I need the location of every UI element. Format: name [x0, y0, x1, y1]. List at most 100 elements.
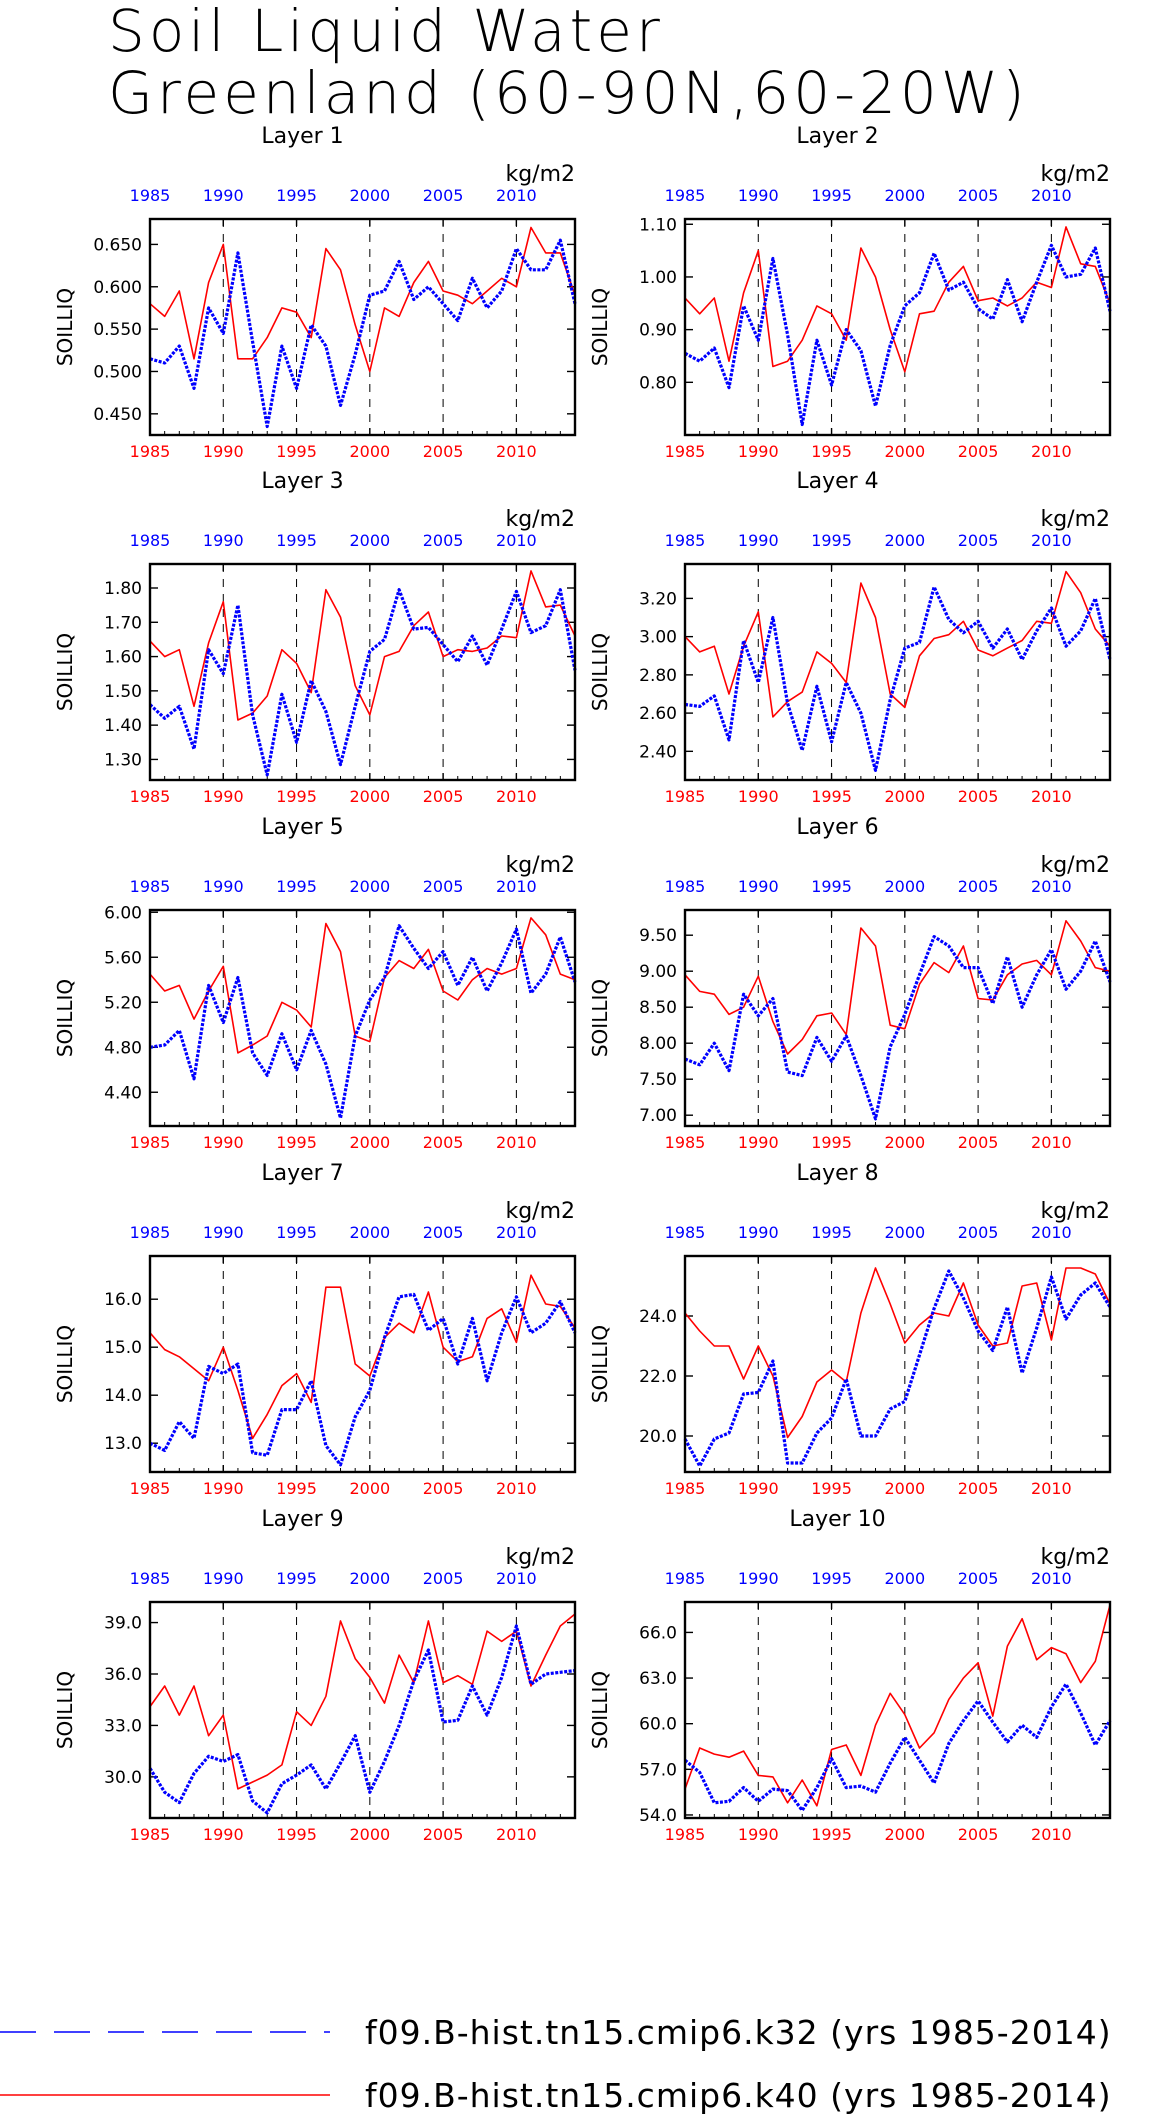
chart-7-series-k40-line — [149, 1274, 576, 1440]
chart-3-ylabel: SOILLIQ — [53, 633, 77, 711]
chart-8-units: kg/m2 — [1040, 1199, 1110, 1224]
chart-2-xtick-label-bottom-1985: 1985 — [665, 442, 706, 461]
chart-7-xtick-label-bottom-1995: 1995 — [276, 1479, 317, 1498]
chart-8-xtick-label-top-2010: 2010 — [1031, 1223, 1072, 1242]
chart-6-title: Layer 6 — [796, 815, 878, 840]
chart-8-xtick-label-top-1990: 1990 — [738, 1223, 779, 1242]
chart-3-series-k40-line — [149, 570, 576, 721]
chart-3-xtick-label-top-1995: 1995 — [276, 531, 317, 550]
chart-4-xtick-label-top-2010: 2010 — [1031, 531, 1072, 550]
chart-8-ytick-label-1: 22.0 — [639, 1367, 677, 1387]
chart-6-ytick-label-1: 7.50 — [639, 1070, 677, 1090]
chart-3-ytick-label-1: 1.40 — [104, 716, 142, 736]
chart-6-xtick-label-bottom-2010: 2010 — [1031, 1133, 1072, 1152]
chart-4-xtick-label-top-1995: 1995 — [811, 531, 852, 550]
chart-9-xtick-label-bottom-2005: 2005 — [423, 1825, 464, 1844]
chart-3-ytick-label-5: 1.80 — [104, 579, 142, 599]
chart-5-xtick-label-bottom-1995: 1995 — [276, 1133, 317, 1152]
chart-4-units: kg/m2 — [1040, 507, 1110, 532]
chart-10-xtick-label-bottom-1985: 1985 — [665, 1825, 706, 1844]
chart-6-xtick-label-bottom-1995: 1995 — [811, 1133, 852, 1152]
chart-4-xtick-label-bottom-2010: 2010 — [1031, 787, 1072, 806]
chart-10-xtick-label-bottom-2000: 2000 — [884, 1825, 925, 1844]
chart-4-ytick-label-2: 2.80 — [639, 666, 677, 686]
chart-10-xtick-label-top-1995: 1995 — [811, 1569, 852, 1588]
chart-8-xtick-label-top-2000: 2000 — [884, 1223, 925, 1242]
chart-10-xtick-label-bottom-2010: 2010 — [1031, 1825, 1072, 1844]
figure-title-line-1: Soil Liquid Water — [108, 0, 664, 65]
chart-5-ytick-label-1: 4.80 — [104, 1038, 142, 1058]
chart-4-xtick-label-bottom-2005: 2005 — [958, 787, 999, 806]
chart-3-xtick-label-bottom-2000: 2000 — [349, 787, 390, 806]
chart-1-xtick-label-top-2010: 2010 — [496, 186, 537, 205]
chart-3-xtick-label-top-1985: 1985 — [130, 531, 171, 550]
chart-8-ytick-label-0: 20.0 — [639, 1427, 677, 1447]
chart-7-xtick-label-bottom-1985: 1985 — [130, 1479, 171, 1498]
chart-6-xtick-label-bottom-1985: 1985 — [665, 1133, 706, 1152]
chart-5-xtick-label-top-2000: 2000 — [349, 877, 390, 896]
chart-7-xtick-label-bottom-2010: 2010 — [496, 1479, 537, 1498]
chart-5-xtick-label-top-1985: 1985 — [130, 877, 171, 896]
chart-3-xtick-label-top-2000: 2000 — [349, 531, 390, 550]
legend-k32-label: f09.B-hist.tn15.cmip6.k32 (yrs 1985-2014… — [365, 2013, 1112, 2052]
chart-6-series-k32-line — [684, 934, 1112, 1121]
chart-1-ytick-label-1: 0.500 — [93, 362, 142, 382]
chart-2-xtick-label-bottom-2010: 2010 — [1031, 442, 1072, 461]
chart-2-xtick-label-top-2010: 2010 — [1031, 186, 1072, 205]
chart-6-xtick-label-top-1995: 1995 — [811, 877, 852, 896]
chart-5-frame — [148, 908, 577, 1128]
chart-3-frame — [148, 562, 577, 782]
chart-10-xtick-label-top-1985: 1985 — [665, 1569, 706, 1588]
chart-9-xtick-label-top-1985: 1985 — [130, 1569, 171, 1588]
chart-5-xtick-label-bottom-2005: 2005 — [423, 1133, 464, 1152]
chart-4-xtick-label-bottom-2000: 2000 — [884, 787, 925, 806]
chart-9-series-k32-line — [148, 1624, 576, 1815]
chart-3-ytick-label-4: 1.70 — [104, 613, 142, 633]
chart-2-xtick-label-top-1990: 1990 — [738, 186, 779, 205]
chart-2-xtick-label-top-1985: 1985 — [665, 186, 706, 205]
chart-6-xtick-label-bottom-1990: 1990 — [738, 1133, 779, 1152]
chart-9-xtick-label-bottom-1985: 1985 — [130, 1825, 171, 1844]
chart-3-ytick-label-0: 1.30 — [104, 750, 142, 770]
figure-title-line-2: Greenland (60-90N,60-20W) — [108, 59, 1029, 127]
chart-6-xtick-label-bottom-2000: 2000 — [884, 1133, 925, 1152]
chart-2-xtick-label-top-2005: 2005 — [958, 186, 999, 205]
chart-9-xtick-label-top-2000: 2000 — [349, 1569, 390, 1588]
chart-7-title: Layer 7 — [261, 1161, 343, 1186]
chart-4-xtick-label-bottom-1990: 1990 — [738, 787, 779, 806]
chart-10-xtick-label-top-1990: 1990 — [738, 1569, 779, 1588]
chart-10-units: kg/m2 — [1040, 1545, 1110, 1570]
chart-2-ytick-label-2: 1.00 — [639, 268, 677, 288]
chart-4-title: Layer 4 — [796, 469, 878, 494]
chart-4-frame — [683, 562, 1112, 782]
chart-7-ytick-label-2: 15.0 — [104, 1338, 142, 1358]
chart-8-ylabel: SOILLIQ — [588, 1325, 612, 1403]
chart-1-xtick-label-top-2000: 2000 — [349, 186, 390, 205]
chart-10-ytick-label-4: 66.0 — [639, 1623, 677, 1643]
chart-10-xtick-label-bottom-2005: 2005 — [958, 1825, 999, 1844]
chart-7-xtick-label-top-1990: 1990 — [203, 1223, 244, 1242]
chart-5-xtick-label-top-2010: 2010 — [496, 877, 537, 896]
chart-5-xtick-label-bottom-2000: 2000 — [349, 1133, 390, 1152]
chart-7-ylabel: SOILLIQ — [53, 1325, 77, 1403]
chart-7-series-k32-line — [149, 1292, 577, 1467]
chart-2-ytick-label-3: 1.10 — [639, 215, 677, 235]
chart-7-xtick-label-top-2000: 2000 — [349, 1223, 390, 1242]
chart-4-series-k40-line — [684, 570, 1111, 718]
chart-9-xtick-label-top-1990: 1990 — [203, 1569, 244, 1588]
chart-3-xtick-label-bottom-2005: 2005 — [423, 787, 464, 806]
chart-3-ytick-label-3: 1.60 — [104, 648, 142, 668]
legend-k40-label: f09.B-hist.tn15.cmip6.k40 (yrs 1985-2014… — [365, 2076, 1112, 2115]
chart-7-ytick-label-3: 16.0 — [104, 1290, 142, 1310]
chart-1-xtick-label-bottom-1985: 1985 — [130, 442, 171, 461]
chart-3-xtick-label-bottom-1985: 1985 — [130, 787, 171, 806]
chart-7-xtick-label-top-1995: 1995 — [276, 1223, 317, 1242]
chart-1-xtick-label-top-1990: 1990 — [203, 186, 244, 205]
chart-5-ytick-label-4: 6.00 — [104, 903, 142, 923]
chart-2-xtick-label-bottom-2005: 2005 — [958, 442, 999, 461]
chart-5-xtick-label-bottom-1985: 1985 — [130, 1133, 171, 1152]
chart-10-xtick-label-bottom-1990: 1990 — [738, 1825, 779, 1844]
chart-6-ylabel: SOILLIQ — [588, 979, 612, 1057]
chart-9-xtick-label-bottom-2010: 2010 — [496, 1825, 537, 1844]
